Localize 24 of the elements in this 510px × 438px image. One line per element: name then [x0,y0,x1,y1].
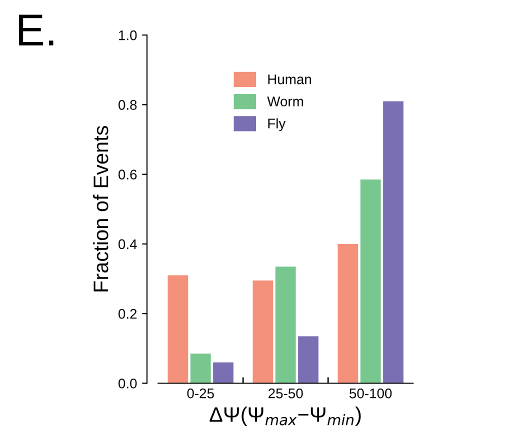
y-tick-label: 1.0 [119,30,137,40]
bar [360,180,381,384]
bar [213,362,234,384]
bar [383,101,404,384]
legend-label: Worm [267,96,303,106]
x-tick-label: 50-100 [350,388,392,398]
bar [275,266,296,384]
y-tick-label: 0.6 [118,170,137,180]
bar [190,354,211,384]
x-tick-label: 0-25 [187,388,214,398]
legend-label: Human [268,74,312,84]
y-tick-label: 0.8 [118,100,137,110]
x-tick-label: 25-50 [268,388,303,398]
y-axis-title: Fraction of Events [92,126,108,292]
bar [168,275,188,384]
x-axis-title: ΔΨ(Ψ$_{max}$−Ψ$_{min}$) [210,406,361,426]
bar [338,244,358,384]
y-tick-label: 0.0 [118,378,137,388]
y-tick-label: 0.2 [118,308,137,319]
legend-label: Fly [268,118,286,132]
text: E. [18,14,54,46]
bar [298,336,318,384]
y-tick-label: 0.4 [118,239,137,250]
bar [252,280,274,384]
